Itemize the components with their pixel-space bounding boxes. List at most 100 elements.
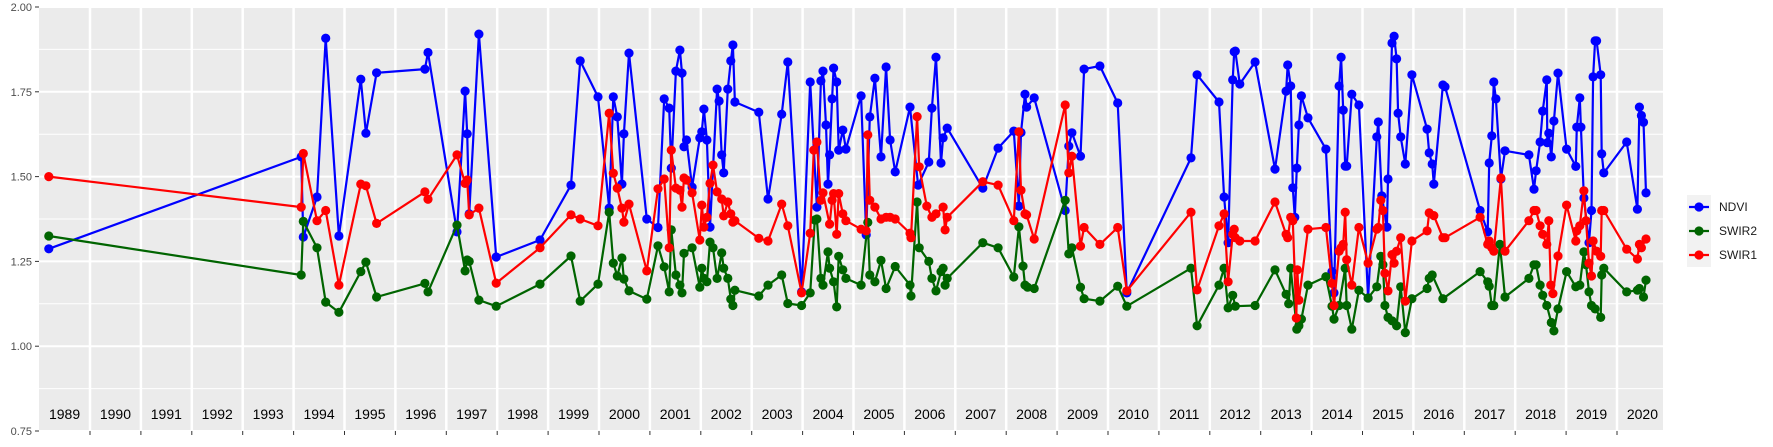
swir1-point [1192, 285, 1202, 295]
ndvi-point [1270, 164, 1280, 174]
year-label: 1998 [507, 406, 538, 422]
swir1-point [754, 233, 764, 243]
ndvi-point [1562, 144, 1572, 154]
swir2-point [1542, 300, 1552, 311]
swir2-point [491, 301, 501, 311]
swir1-point [1214, 221, 1224, 231]
swir1-point [1641, 234, 1651, 244]
swir2-point [1075, 282, 1086, 292]
ndvi-point [1622, 137, 1632, 147]
year-label: 2002 [711, 406, 742, 422]
swir1-point [1321, 222, 1331, 233]
ndvi-point [1214, 97, 1224, 107]
ndvi-point [420, 64, 430, 74]
swir2-point [717, 248, 727, 258]
ndvi-point [1487, 131, 1497, 141]
ndvi-point [675, 45, 685, 55]
swir1-point [818, 188, 828, 198]
y-tick-label: 1.75 [11, 87, 32, 99]
swir2-point [1270, 265, 1280, 275]
swir1-point [1347, 280, 1357, 290]
ndvi-point [677, 68, 687, 78]
ndvi-point [821, 120, 831, 130]
swir1-point [978, 177, 988, 187]
swir2-point [1584, 287, 1594, 297]
swir1-point [298, 148, 308, 159]
swir2-point [687, 243, 697, 253]
swir2-point [1599, 263, 1609, 273]
swir1-point [906, 233, 916, 243]
swir1-point [841, 216, 851, 226]
swir2-point [675, 280, 685, 290]
ndvi-point [1338, 105, 1348, 115]
swir1-point [659, 174, 669, 184]
swir2-point [671, 270, 681, 280]
ndvi-point [1641, 188, 1651, 198]
swir1-point [1575, 221, 1585, 231]
ndvi-point [566, 180, 576, 190]
year-label: 2007 [965, 406, 996, 422]
ndvi-point [612, 112, 622, 122]
swir1-point [870, 202, 880, 212]
swir2-point [679, 248, 689, 258]
swir1-point [296, 202, 306, 212]
swir2-point [906, 291, 916, 301]
swir1-point [604, 108, 614, 118]
swir2-point [1638, 292, 1649, 302]
swir1-point [624, 199, 634, 209]
swir2-point [841, 273, 851, 283]
swir2-point [832, 302, 842, 312]
swir1-point [1392, 246, 1402, 256]
swir1-point [1475, 212, 1485, 222]
year-label: 2017 [1474, 406, 1505, 422]
swir2-point [754, 291, 764, 301]
swir2-point [1376, 251, 1386, 261]
ndvi-point [1373, 117, 1383, 127]
ndvi-point [816, 76, 826, 86]
ndvi-point [881, 62, 891, 72]
ndvi-point [361, 128, 371, 138]
ndvi-point [1296, 91, 1306, 101]
ndvi-point [938, 133, 948, 143]
ndvi-point [1283, 60, 1293, 70]
y-tick-label: 2.00 [11, 2, 32, 14]
swir2-point [825, 263, 835, 273]
year-label: 2018 [1525, 406, 1556, 422]
ndvi-point [1597, 149, 1607, 159]
swir2-point [653, 241, 663, 251]
legend-key-point [1694, 202, 1704, 212]
swir2-point [1230, 301, 1240, 311]
ndvi-point [763, 194, 773, 204]
swir1-point [1342, 255, 1352, 265]
ndvi-point [1549, 116, 1559, 126]
ndvi-point [697, 127, 707, 137]
swir2-point [372, 292, 382, 302]
swir1-point [783, 221, 793, 231]
swir1-point [312, 216, 322, 226]
swir1-point [1014, 127, 1024, 137]
ndvi-point [1286, 81, 1296, 91]
ndvi-point [1535, 137, 1545, 147]
swir2-point [1281, 289, 1291, 299]
ndvi-point [726, 56, 736, 66]
swir2-point [856, 280, 866, 290]
swir1-point [863, 130, 873, 140]
swir2-point [1622, 287, 1632, 297]
ndvi-point [699, 104, 709, 114]
swir2-point [812, 214, 822, 224]
ndvi-point [462, 129, 472, 139]
swir2-point [702, 277, 712, 287]
swir2-point [993, 243, 1003, 253]
ndvi-point [1192, 70, 1202, 80]
ndvi-point [1075, 151, 1086, 161]
ndvi-point [870, 73, 880, 83]
ndvi-point [1389, 31, 1399, 41]
swir2-point [942, 273, 952, 283]
swir1-point [1378, 205, 1388, 216]
swir1-point [687, 188, 697, 198]
swir2-point [452, 220, 462, 230]
swir2-point [298, 216, 308, 226]
swir2-point [1122, 301, 1132, 311]
swir1-point [1383, 286, 1393, 296]
swir2-point [464, 256, 474, 266]
